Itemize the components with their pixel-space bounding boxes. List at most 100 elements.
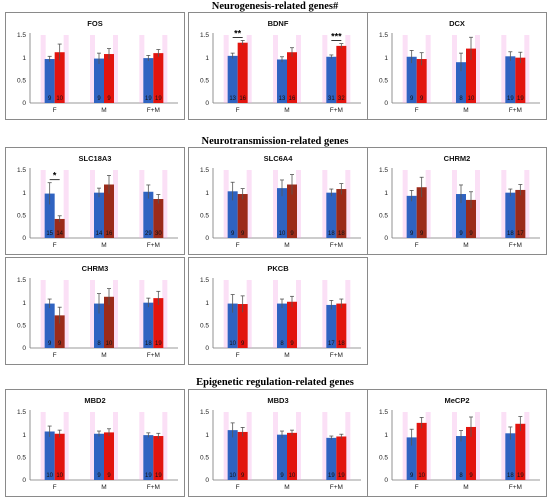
background-tint bbox=[63, 170, 69, 238]
bar bbox=[326, 192, 337, 238]
bar bbox=[336, 436, 347, 480]
bar bbox=[54, 433, 65, 480]
sample-size-label: 19 bbox=[145, 473, 152, 479]
sample-size-label: 8 bbox=[459, 96, 463, 102]
x-category-label: F+M bbox=[147, 484, 160, 491]
gene-title: DCX bbox=[449, 19, 465, 28]
background-tint bbox=[40, 170, 46, 238]
bar bbox=[287, 301, 297, 348]
chart-panel: SLC18A3 0 0.5 1 1.5 15 14 F 14 16 M 29 30 F+M * bbox=[5, 147, 185, 255]
sample-size-label: 9 bbox=[280, 473, 284, 479]
y-tick-label: 1.5 bbox=[200, 409, 209, 416]
sample-size-label: 9 bbox=[469, 231, 473, 237]
y-tick-label: 0 bbox=[22, 235, 26, 242]
x-category-label: F+M bbox=[147, 352, 160, 359]
chart-panel: BDNF 0 0.5 1 1.5 13 16 F 13 16 M 31 32 F+M ** *** bbox=[188, 12, 368, 120]
y-tick-label: 0 bbox=[22, 345, 26, 352]
gene-title: CHRM3 bbox=[81, 264, 109, 273]
y-tick-label: 0 bbox=[205, 477, 209, 484]
sample-size-label: 29 bbox=[145, 231, 152, 237]
x-category-label: F bbox=[53, 484, 57, 491]
background-tint bbox=[40, 412, 46, 480]
chart-panel: FOS 0 0.5 1 1.5 9 10 F 9 9 M 19 19 F+M bbox=[5, 12, 185, 120]
gene-title: CHRM2 bbox=[443, 154, 471, 163]
sample-size-label: 9 bbox=[241, 473, 245, 479]
background-tint bbox=[113, 280, 118, 348]
x-category-label: F bbox=[53, 352, 57, 359]
sample-size-label: 19 bbox=[507, 96, 514, 102]
sample-size-label: 9 bbox=[290, 341, 294, 347]
background-tint bbox=[162, 35, 168, 103]
sample-size-label: 9 bbox=[48, 96, 52, 102]
bar bbox=[143, 302, 154, 348]
x-category-label: F+M bbox=[330, 352, 343, 359]
y-tick-label: 0.5 bbox=[17, 78, 26, 85]
sample-size-label: 10 bbox=[56, 96, 63, 102]
sample-size-label: 10 bbox=[229, 473, 236, 479]
background-tint bbox=[402, 35, 408, 103]
background-tint bbox=[345, 412, 351, 480]
bar bbox=[227, 55, 238, 103]
y-tick-label: 0 bbox=[205, 345, 209, 352]
bar bbox=[54, 315, 65, 348]
sample-size-label: 9 bbox=[58, 341, 62, 347]
sample-size-label: 16 bbox=[239, 96, 246, 102]
sample-size-label: 19 bbox=[155, 96, 162, 102]
bar bbox=[456, 194, 466, 238]
bar bbox=[153, 298, 164, 348]
sample-size-label: 9 bbox=[48, 341, 52, 347]
bar bbox=[505, 192, 516, 238]
sample-size-label: 9 bbox=[97, 96, 101, 102]
bar bbox=[94, 433, 104, 480]
y-tick-label: 1 bbox=[205, 190, 209, 197]
bar bbox=[94, 192, 104, 238]
background-tint bbox=[90, 170, 95, 238]
sample-size-label: 18 bbox=[507, 231, 514, 237]
background-tint bbox=[90, 280, 95, 348]
gene-title: BDNF bbox=[267, 19, 289, 28]
y-tick-label: 1 bbox=[22, 55, 26, 62]
sample-size-label: 18 bbox=[507, 473, 514, 479]
x-category-label: F bbox=[236, 107, 240, 114]
section-title-neurogenesis: Neurogenesis-related genes# bbox=[211, 1, 339, 12]
bar bbox=[54, 52, 65, 103]
y-tick-label: 1.5 bbox=[379, 409, 388, 416]
sample-size-label: 19 bbox=[328, 473, 335, 479]
bar bbox=[277, 188, 287, 238]
sample-size-label: 9 bbox=[420, 96, 424, 102]
background-tint bbox=[246, 412, 252, 480]
significance-marker: ** bbox=[234, 28, 242, 38]
sample-size-label: 9 bbox=[290, 231, 294, 237]
sample-size-label: 15 bbox=[46, 231, 53, 237]
sample-size-label: 10 bbox=[289, 473, 296, 479]
background-tint bbox=[246, 35, 252, 103]
bar-chart: 0 0.5 1 1.5 9 9F 8 10M 18 19 F+M bbox=[17, 277, 178, 359]
gene-title: SLC18A3 bbox=[78, 154, 112, 163]
background-tint bbox=[113, 35, 118, 103]
sample-size-label: 9 bbox=[231, 231, 235, 237]
y-tick-label: 0 bbox=[384, 477, 388, 484]
x-category-label: M bbox=[101, 484, 106, 491]
y-tick-label: 1 bbox=[384, 190, 388, 197]
bar bbox=[466, 199, 476, 238]
sample-size-label: 9 bbox=[107, 473, 111, 479]
y-tick-label: 1 bbox=[205, 432, 209, 439]
x-category-label: M bbox=[284, 242, 289, 249]
bar bbox=[287, 432, 297, 480]
bar bbox=[104, 296, 114, 348]
y-tick-label: 1 bbox=[22, 300, 26, 307]
sample-size-label: 18 bbox=[338, 231, 345, 237]
sample-size-label: 19 bbox=[155, 473, 162, 479]
bar bbox=[326, 56, 337, 103]
bar bbox=[456, 436, 466, 480]
x-category-label: F+M bbox=[330, 107, 343, 114]
y-tick-label: 0.5 bbox=[200, 323, 209, 330]
bar bbox=[44, 303, 55, 348]
bar bbox=[515, 57, 526, 103]
sample-size-label: 30 bbox=[155, 231, 162, 237]
sample-size-label: 16 bbox=[289, 96, 296, 102]
sample-size-label: 18 bbox=[328, 231, 335, 237]
sample-size-label: 9 bbox=[241, 341, 245, 347]
